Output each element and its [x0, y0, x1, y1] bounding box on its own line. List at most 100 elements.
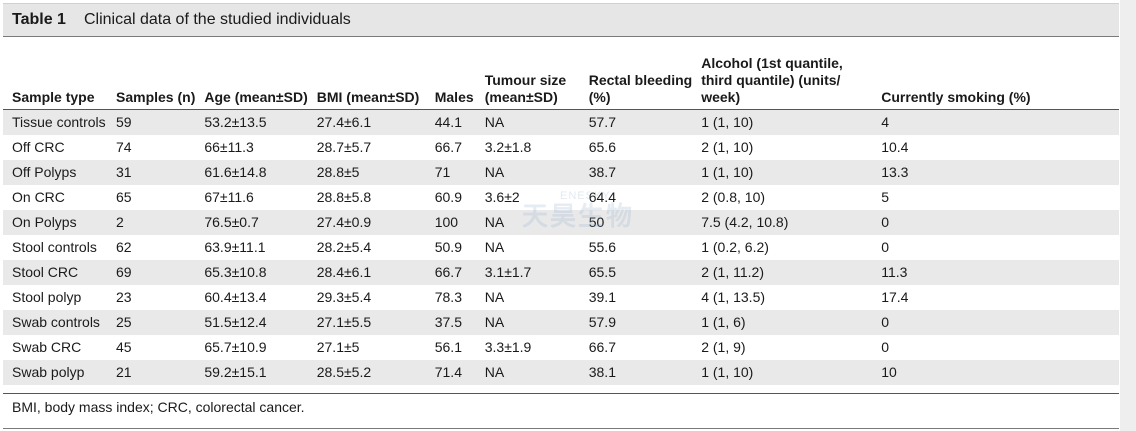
table-cell: 2 (1, 11.2): [692, 260, 873, 285]
table-cell: 37.5: [425, 310, 476, 335]
table-cell: Swab polyp: [3, 360, 107, 385]
table-cell: 3.6±2: [484, 189, 520, 205]
table-cell: 10: [872, 360, 1119, 385]
table-cell: Off Polyps: [3, 160, 107, 185]
table-cell: 50: [579, 210, 693, 235]
table-cell: 17.4: [881, 289, 909, 305]
table-cell: 1 (0.2, 6.2): [701, 239, 769, 255]
table-row: Swab polyp 21 59.2±15.1 28.5±5.2 71.4 NA 38.1 1…: [3, 360, 1119, 385]
table-cell: 65.3±10.8: [195, 260, 308, 285]
table-cell: 27.4±6.1: [307, 109, 426, 135]
table-cell: 45: [116, 339, 132, 355]
table-cell: 67±11.6: [204, 189, 254, 205]
column-header: Rectal bleeding (%): [579, 36, 693, 110]
clinical-data-table: Sample type Samples (n) Age (mean±SD) BMI (…: [3, 36, 1119, 385]
table-cell: 10.4: [881, 139, 909, 155]
table-cell: 4 (1, 13.5): [701, 289, 766, 305]
table-cell: 78.3: [434, 289, 462, 305]
column-header: BMI (mean±SD): [307, 36, 426, 110]
column-header-line: Sample type: [12, 89, 95, 105]
table-cell: 38.1: [579, 360, 693, 385]
table-cell: 3.2±1.8: [484, 139, 532, 155]
table-cell: 57.9: [579, 310, 693, 335]
table-cell: Swab controls: [3, 310, 107, 335]
table-cell: 63.9±11.1: [204, 239, 266, 255]
table-cell: 61.6±14.8: [195, 160, 308, 185]
table-cell: 51.5±12.4: [195, 310, 308, 335]
table-cell: Stool CRC: [3, 260, 107, 285]
table-cell: 71: [425, 160, 476, 185]
table-row: Stool CRC 69 65.3±10.8 28.4±6.1 66.7 3.1±1.7 6…: [3, 260, 1119, 285]
table-cell: 1 (1, 10): [692, 109, 873, 135]
table-cell: 1 (1, 10): [692, 360, 873, 385]
table-row: Swab CRC 45 65.7±10.9 27.1±5 56.1 3.3±1.9 66.7…: [3, 335, 1119, 360]
table-cell: 2 (1, 9): [701, 339, 746, 355]
table-row: Tissue controls 59 53.2±13.5 27.4±6.1 44.1 NA…: [3, 109, 1119, 135]
table-cell: 11.3: [872, 260, 1119, 285]
bottom-rule: [3, 428, 1119, 429]
table-row: Off Polyps 31 61.6±14.8 28.8±5 71 NA 38.7 1 (1,…: [3, 160, 1119, 185]
table-cell: 65.7±10.9: [204, 339, 267, 355]
table-cell: On Polyps: [3, 210, 107, 235]
table-cell: 7.5 (4.2, 10.8): [692, 210, 873, 235]
column-header-line: Currently smoking (%): [881, 89, 1031, 105]
table-cell: NA: [475, 360, 580, 385]
table-cell: 23: [116, 289, 132, 305]
table-cell: 60.9: [434, 189, 462, 205]
table-cell: 38.7: [579, 160, 693, 185]
column-header-line: Samples (n): [116, 89, 196, 105]
table-cell: 28.8±5: [307, 160, 426, 185]
table-cell: 28.4±6.1: [307, 260, 426, 285]
table-cell: 0: [872, 210, 1119, 235]
table-cell: On CRC: [12, 189, 65, 205]
table-cell: 66±11.3: [204, 139, 254, 155]
table-cell: 71.4: [425, 360, 476, 385]
column-header-line: Tumour size: [484, 72, 567, 88]
table-cell: 21: [107, 360, 196, 385]
table-cell: 60.4±13.4: [204, 289, 267, 305]
column-header: Sample type: [3, 36, 107, 110]
table-cell: 0: [872, 310, 1119, 335]
table-cell: 100: [425, 210, 476, 235]
table-cell: Swab CRC: [12, 339, 82, 355]
table-cell: 59.2±15.1: [195, 360, 308, 385]
table-cell: 29.3±5.4: [316, 289, 372, 305]
table-cell: 2 (0.8, 10): [701, 189, 766, 205]
table-cell: 2: [107, 210, 196, 235]
table-cell: 59: [107, 109, 196, 135]
column-header: Currently smoking (%): [872, 36, 1119, 110]
page-margin: [1120, 0, 1136, 431]
table-cell: 1 (1, 6): [692, 310, 873, 335]
table-cell: 27.1±5.5: [307, 310, 426, 335]
column-header: Samples (n): [107, 36, 196, 110]
table-cell: 65.6: [588, 139, 616, 155]
table-cell: 4: [872, 109, 1119, 135]
table-cell: 57.7: [579, 109, 693, 135]
column-header-line: Age (mean±SD): [204, 89, 308, 105]
table-cell: 0: [881, 239, 889, 255]
table-cell: NA: [484, 239, 505, 255]
column-header-line: week): [701, 89, 741, 105]
table-cell: 28.7±5.7: [316, 139, 372, 155]
column-header: Age (mean±SD): [195, 36, 308, 110]
table-row: Swab controls 25 51.5±12.4 27.1±5.5 37.5 NA 57…: [3, 310, 1119, 335]
table-cell: 65.5: [579, 260, 693, 285]
table-cell: NA: [475, 310, 580, 335]
table-cell: 28.2±5.4: [316, 239, 372, 255]
table-cell: 56.1: [434, 339, 462, 355]
table-cell: 31: [107, 160, 196, 185]
table-title: Clinical data of the studied individuals: [83, 11, 351, 28]
table-cell: NA: [475, 109, 580, 135]
table-cell: Stool polyp: [12, 289, 82, 305]
column-header-line: BMI (mean±SD): [316, 89, 420, 105]
table-cell: 66.7: [434, 139, 462, 155]
table-cell: 25: [107, 310, 196, 335]
column-header-line: Rectal bleeding: [588, 72, 693, 88]
table-cell: 66.7: [588, 339, 616, 355]
table-cell: 0: [881, 339, 889, 355]
table-cell: Off CRC: [12, 139, 65, 155]
table-footnote: BMI, body mass index; CRC, colorectal ca…: [3, 393, 1119, 420]
table-caption: Table 1 Clinical data of the studied ind…: [3, 3, 1119, 37]
table-cell: 64.4: [588, 189, 616, 205]
table-cell: 27.4±0.9: [307, 210, 426, 235]
